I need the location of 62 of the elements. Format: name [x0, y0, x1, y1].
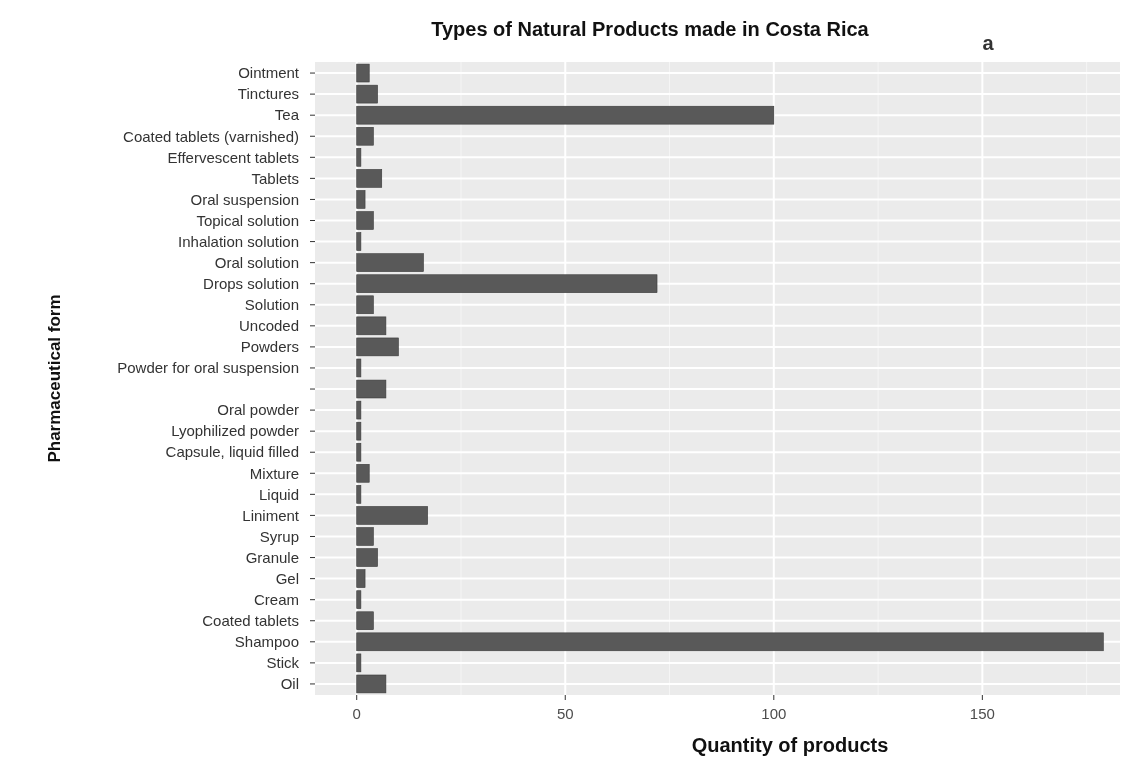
y-tick-label: Shampoo: [234, 633, 299, 651]
x-axis-title: Quantity of products: [691, 734, 889, 756]
y-tick-label: Ointment: [238, 64, 300, 82]
chart-title: Types of Natural Products made in Costa Rica: [431, 18, 870, 40]
bar: [356, 232, 362, 251]
y-tick-label: Liquid: [258, 485, 299, 503]
bar: [356, 653, 362, 673]
bar: [356, 464, 370, 483]
y-tick-label: Topical solution: [196, 211, 299, 229]
bar: [356, 105, 775, 125]
bar: [356, 590, 362, 609]
y-tick-label: Solution: [244, 296, 299, 314]
bar: [356, 527, 374, 546]
bar: [356, 295, 374, 315]
x-tick-label: 150: [969, 705, 995, 722]
y-tick-label: Uncoded: [238, 317, 299, 335]
bar: [356, 421, 362, 441]
bar: [356, 316, 387, 336]
bar: [356, 442, 362, 462]
y-tick-label: Oral solution: [214, 253, 299, 271]
y-tick-label: Granule: [245, 548, 299, 566]
y-tick-label: Inhalation solution: [178, 232, 299, 250]
y-tick-label: Oral suspension: [190, 190, 299, 208]
y-tick-label: Powder for oral suspension: [117, 359, 299, 377]
y-tick-label: Gel: [275, 569, 299, 587]
bar: [356, 506, 428, 525]
text: a: [982, 32, 995, 54]
y-tick-label: Stick: [266, 654, 300, 672]
y-tick-label: Coated tablets: [202, 612, 299, 629]
bar: [356, 211, 374, 230]
y-tick-label: Drops solution: [203, 274, 299, 292]
bar: [356, 253, 424, 272]
bar: [356, 274, 658, 293]
y-tick-label: Liniment: [242, 506, 300, 524]
bar: [356, 169, 383, 188]
x-tick-label: 0: [352, 705, 361, 722]
y-tick-label: Syrup: [259, 527, 299, 545]
bar: [356, 127, 374, 146]
y-tick-label: Tinctures: [237, 85, 299, 103]
y-tick-label: Effervescent tablets: [167, 148, 299, 166]
y-tick-label: Oil: [280, 675, 299, 693]
bar: [356, 84, 378, 104]
bar: [356, 485, 362, 504]
y-tick-label: Powders: [240, 338, 299, 356]
bar: [356, 632, 1104, 652]
y-tick-label: Cream: [253, 590, 299, 608]
bar: [356, 611, 374, 630]
y-tick-label: Tablets: [251, 169, 299, 187]
y-tick-label: Mixture: [249, 464, 299, 482]
y-tick-label: Coated tablets (varnished): [123, 127, 299, 145]
bar: [356, 190, 366, 209]
bar: [356, 569, 366, 588]
y-tick-label: Oral powder: [217, 401, 299, 419]
x-tick-label: 100: [761, 705, 787, 722]
y-tick-label: Lyophilized powder: [171, 422, 299, 440]
bar: [356, 63, 370, 83]
bar: [356, 148, 362, 167]
y-axis-title: Pharmaceutical form: [45, 294, 64, 463]
bar: [356, 548, 378, 567]
x-tick-label: 50: [556, 705, 574, 722]
y-tick-label: Tea: [274, 106, 300, 124]
y-tick-label: Capsule, liquid filled: [165, 443, 299, 461]
